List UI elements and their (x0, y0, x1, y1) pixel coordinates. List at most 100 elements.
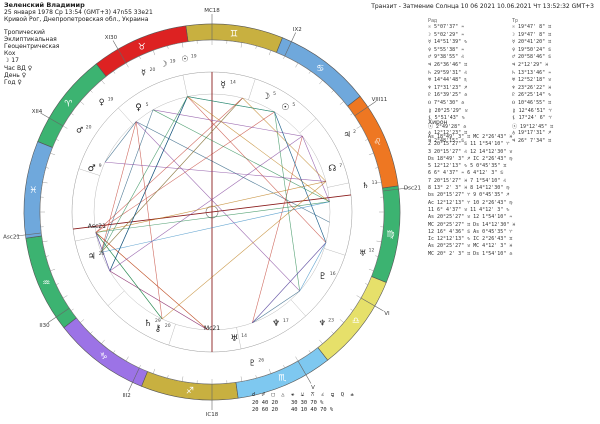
house-cusp-label: VIII11 (372, 97, 388, 103)
degree-tick (90, 90, 93, 93)
setting-center: Геоцентрическая (4, 43, 60, 51)
transit-row: ☉ 19°47' 8" ♊ (512, 24, 552, 30)
house-cusp-row: Ic 12°12'13" ♑ IC 2°26'43" ♊ (428, 236, 513, 243)
houses-table: As 18°49' 3" ♊ MC 2°26'43" ♓ 2 20°15'27" … (428, 134, 515, 258)
house-cusp-label: Dsc21 (404, 185, 421, 191)
degree-tick (181, 376, 184, 382)
degree-tick (139, 365, 141, 368)
degree-tick (167, 375, 169, 379)
transit-planet-degree: 20 (150, 67, 156, 73)
transit-row: ♃ 2°12'29" ♓ (512, 61, 549, 68)
natal-planet-degree: 7 (339, 163, 342, 169)
aspect-line (95, 181, 327, 233)
degree-tick (368, 152, 374, 156)
degree-tick (350, 113, 354, 116)
degree-tick (356, 295, 362, 299)
house-cusp-row: 8 13° 2' 3" ♓ 8 14°12'30" ♍ (428, 185, 510, 192)
natal-row: ♃ 2°48'15" ♋ (428, 137, 465, 144)
aspect-line (109, 270, 209, 331)
degree-tick (45, 255, 49, 257)
degree-tick (339, 101, 344, 105)
house-cusp-label: II30 (39, 323, 50, 329)
inner-house-line (168, 324, 176, 346)
house-cusp-row: 7 20°15'27" ♓ 7 1°54'10" ♌ (428, 177, 507, 184)
degree-tick (356, 125, 362, 129)
transit-planet-degree: 12 (369, 247, 375, 253)
hour-ruler: Час ВД ♀ (4, 64, 33, 72)
aspect-line (100, 97, 243, 253)
natal-planet-glyph: ♃ (88, 252, 96, 262)
degree-tick (152, 368, 156, 374)
natal-planet-degree: 14 (241, 333, 247, 339)
transit-header: Тр (512, 18, 519, 24)
aspect-line (252, 290, 300, 324)
natal-planet-degree: 16 (330, 271, 336, 277)
natal-row: ⚷ 20°25'29" ♉ (428, 107, 468, 114)
degree-tick (255, 375, 257, 379)
birth-datetime: 25 января 1978 Ср 13:54 (GMT+3) 47n55 33… (4, 9, 153, 17)
aspect-line (252, 242, 327, 324)
aspect-line (95, 232, 209, 331)
setting-zodiac: Тропический (4, 28, 45, 36)
aspect-line (104, 121, 137, 163)
natal-planet-degree: 26 (99, 251, 105, 257)
degree-tick (70, 308, 74, 311)
inner-mc-label: Mc21 (204, 325, 220, 332)
house-cusp-row: 6 6° 4'37" ♒ 6 4°12' 3" ♋ (428, 170, 504, 177)
natal-row: ♇ 16°39'25" ♎ (428, 92, 468, 99)
natal-row: ♃ 26°36'46" ♊ (428, 61, 468, 68)
natal-planet-glyph: ♀ (135, 103, 142, 113)
transit-row: ♇ 26°25'14" ♑ (512, 92, 552, 99)
degree-tick (45, 167, 49, 169)
degree-tick (50, 152, 56, 156)
transit-planet-degree: 26 (258, 358, 264, 364)
transit-row: ⚷ 12°46'51" ♈ (512, 107, 552, 114)
natal-planet-glyph: ☿ (220, 80, 226, 90)
transit-positions: Тр ☉ 19°47' 8" ♊ ☽ 19°47' 8" ♊ ☿ 20°41'20"… (512, 18, 592, 146)
transit-row: ♀ 19°50'24" ♋ (512, 46, 552, 53)
house-cusp-row: bs 20°15'27" ♈ 9 0°45'35" ♐ (428, 192, 510, 199)
aspect-line (302, 136, 330, 202)
degree-tick (365, 139, 368, 141)
transit-row: ♅ 12°52'18" ♉ (512, 77, 552, 84)
house-cusp-label: MC18 (204, 8, 220, 14)
degree-tick (167, 45, 169, 49)
natal-planet-glyph: ☉ (281, 103, 289, 113)
degree-tick (375, 255, 379, 257)
chart-wheel[interactable]: ♒ ♑ ♐ ♏ ♎ ♍ ♌ ♋ ♊ ♉ ♈ ♓ Asc21 II30 III2 IC18 V VI Dsc21 VII… (0, 0, 430, 424)
natal-planet-glyph: ♆ (272, 319, 280, 329)
natal-row: ♄ 29°59'31" ♌ (428, 69, 468, 76)
aspect-line (299, 242, 327, 292)
transit-planet-glyph: ♄ (362, 181, 369, 190)
house-cusp-label: IX2 (293, 27, 302, 33)
inner-asc-label: Asc21 (88, 223, 106, 230)
aspect-line (105, 161, 327, 182)
aspect-line (242, 97, 327, 182)
aspect-line (252, 136, 303, 323)
aspect-line (100, 96, 188, 253)
natal-planet-glyph: ♇ (319, 272, 327, 282)
degree-tick (113, 350, 116, 354)
chiron-label: Хирон (428, 119, 448, 126)
house-cusp-label: XI30 (105, 35, 118, 41)
house-cusp-label: V (311, 385, 315, 391)
transit-planet-glyph: ♆ (319, 318, 326, 327)
orb-row: 20 40 20 30 30 70 % (252, 399, 324, 406)
natal-planet-glyph: ☽ (262, 92, 270, 102)
degree-tick (240, 42, 243, 48)
degree-tick (295, 62, 299, 68)
zodiac-sign: ♏ (278, 374, 286, 384)
degree-tick (80, 319, 85, 323)
natal-row: ♂ 9°38'55" ♌ (428, 54, 465, 61)
natal-header: Рад (428, 18, 438, 24)
aspect-line (95, 97, 243, 233)
degree-tick (283, 56, 285, 59)
zodiac-sign: ♎ (352, 316, 360, 326)
inner-house-line (299, 118, 317, 134)
natal-planet-glyph: ♂ (88, 164, 96, 174)
natal-planet-degree: 29 (155, 318, 161, 324)
natal-row: ☽ 5°02'29" ♒ (428, 31, 465, 38)
aspect-line (100, 109, 154, 253)
transit-row: ♄ 13°13'46" ♒ (512, 69, 552, 76)
zodiac-sign: ♓ (29, 186, 37, 196)
